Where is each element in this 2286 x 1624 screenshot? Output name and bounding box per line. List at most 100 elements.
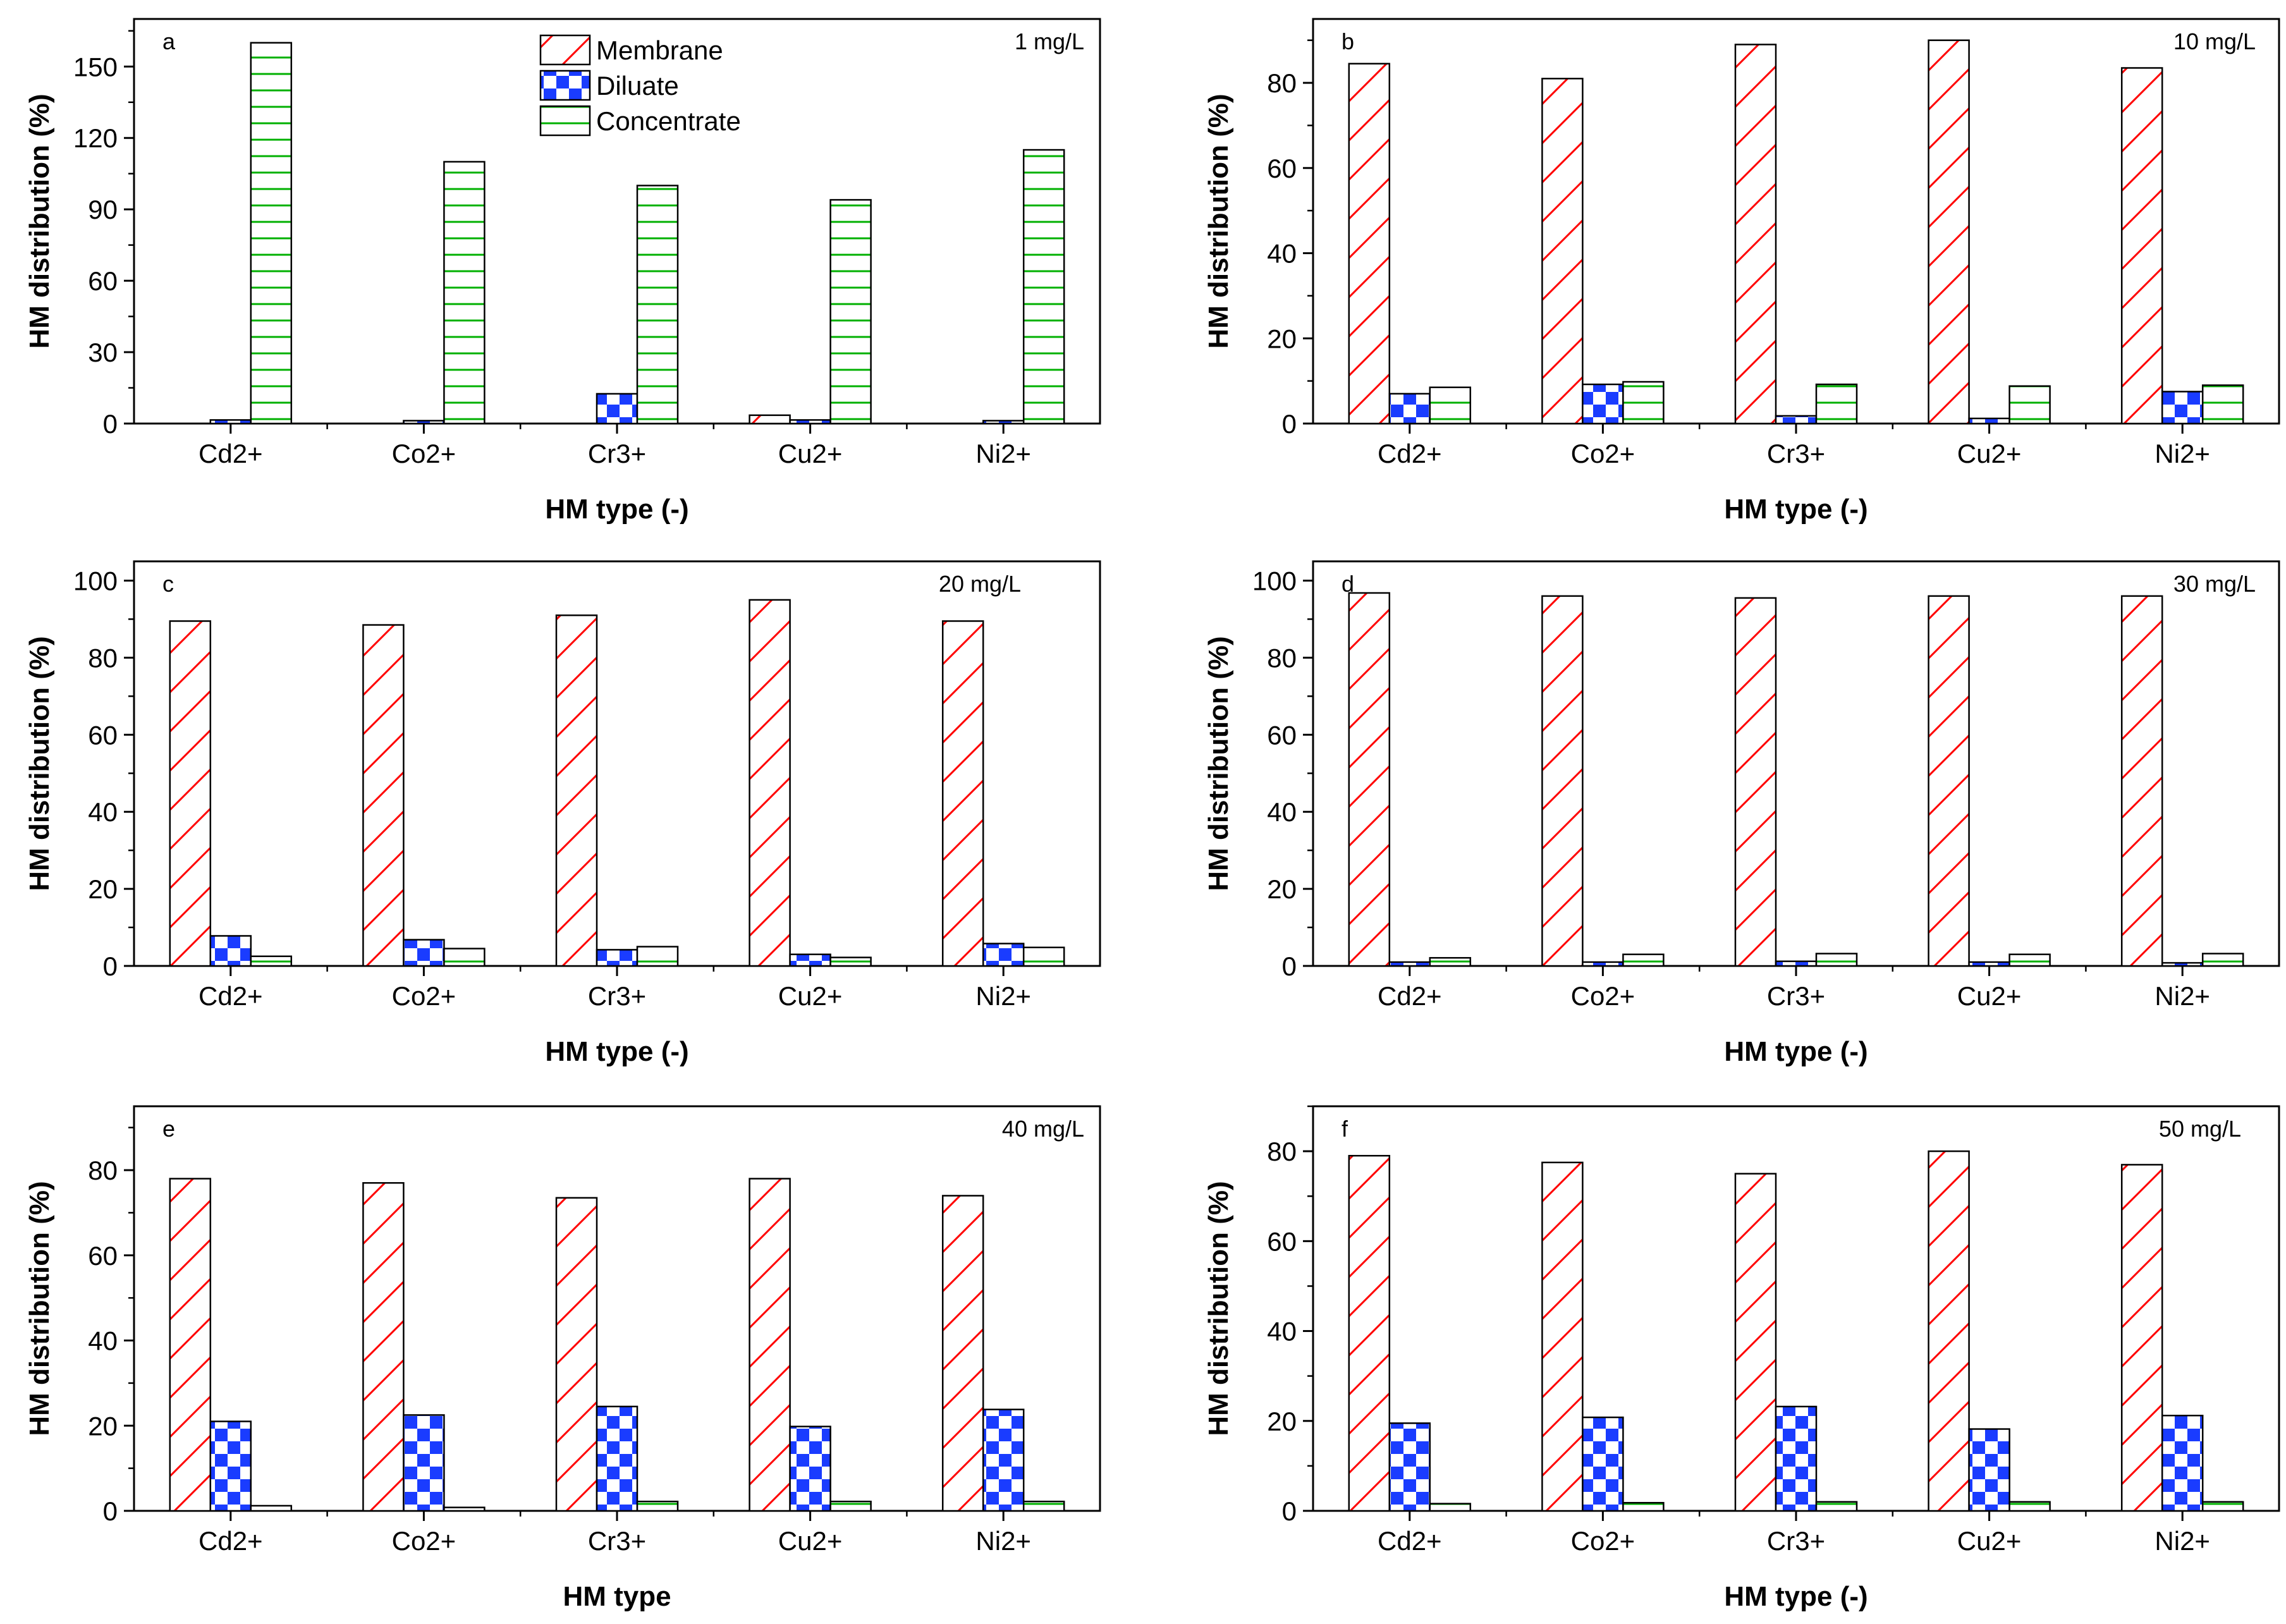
bar-diluate <box>2161 391 2204 425</box>
bar-concentrate <box>1622 1501 1665 1512</box>
bar-concentrate <box>443 948 486 967</box>
bar-concentrate <box>2008 385 2051 425</box>
chart-panel-b: 0 20 40 60 80 Cd2+ Co2+ Cr3+ Cu2+ Ni2+ HM type (-)… <box>1203 18 2280 525</box>
x-tick-label: Ni2+ <box>2155 981 2210 1011</box>
x-tick-label: Ni2+ <box>2155 439 2210 468</box>
bar-concentrate <box>1622 381 1665 425</box>
bar-diluate <box>1968 417 2010 425</box>
bar-membrane <box>555 1197 598 1512</box>
bar-diluate <box>596 1405 639 1512</box>
x-tick-label: Ni2+ <box>2155 1526 2210 1556</box>
chart-panel-a: 0 30 60 90 120 150 Cd2+ Co2+ Cr3+ Cu2+ Ni2+ HM type… <box>24 18 1101 525</box>
bar-membrane <box>1928 39 1970 425</box>
bar-diluate <box>789 419 831 425</box>
x-tick-label: Ni2+ <box>975 981 1031 1011</box>
x-tick-label: Co2+ <box>392 981 456 1011</box>
x-tick-label: Cr3+ <box>588 439 646 468</box>
bar-concentrate <box>443 1506 486 1512</box>
concentration-label: 40 mg/L <box>1002 1116 1084 1142</box>
bar-concentrate <box>443 161 486 425</box>
bar-membrane <box>1734 1173 1777 1512</box>
bar-concentrate <box>829 956 872 967</box>
y-axis-title: HM distribution (%) <box>1203 1181 1234 1436</box>
bar-diluate <box>2161 1414 2204 1512</box>
bar-concentrate <box>1022 1500 1065 1512</box>
bar-membrane <box>941 1195 984 1512</box>
bar-membrane <box>1541 78 1584 425</box>
y-tick-label: 40 <box>88 1326 118 1356</box>
bar-membrane <box>169 1178 212 1512</box>
panel-letter: e <box>162 1116 175 1142</box>
bar-diluate <box>596 393 639 425</box>
panels: 0 30 60 90 120 150 Cd2+ Co2+ Cr3+ Cu2+ Ni2+ HM type… <box>24 18 2280 1612</box>
bar-membrane <box>749 1178 791 1512</box>
bar-concentrate <box>1815 383 1858 425</box>
x-tick-label: Cu2+ <box>778 439 843 468</box>
x-axis-title: HM type (-) <box>1724 1581 1867 1612</box>
bar-diluate <box>1775 415 1818 425</box>
bar-diluate <box>2161 962 2204 967</box>
x-tick-label: Ni2+ <box>975 1526 1031 1556</box>
x-axis-title: HM type (-) <box>1724 494 1867 525</box>
y-tick-label: 100 <box>73 566 118 595</box>
y-tick-label: 80 <box>88 1156 118 1185</box>
bar-diluate <box>1968 961 2010 967</box>
bar-concentrate <box>2008 953 2051 967</box>
y-tick-label: 60 <box>88 266 118 296</box>
y-tick-label: 40 <box>1267 1317 1297 1346</box>
y-axis-title: HM distribution (%) <box>24 1181 55 1436</box>
bar-concentrate <box>1815 1501 1858 1512</box>
y-tick-label: 80 <box>88 643 118 673</box>
x-tick-label: Co2+ <box>1571 439 1635 468</box>
legend-swatch-diluate <box>539 70 591 101</box>
y-tick-label: 0 <box>103 951 118 981</box>
y-tick-label: 20 <box>1267 324 1297 353</box>
bar-diluate <box>209 1420 252 1512</box>
bar-membrane <box>749 414 791 425</box>
bar-concentrate <box>636 1500 679 1512</box>
bar-concentrate <box>250 1505 293 1512</box>
y-tick-label: 150 <box>73 52 118 82</box>
x-tick-label: Cr3+ <box>1767 439 1825 468</box>
bar-concentrate <box>829 1500 872 1512</box>
concentration-label: 50 mg/L <box>2159 1116 2241 1142</box>
bar-diluate <box>403 939 445 967</box>
bar-diluate <box>1582 383 1624 425</box>
x-axis-title: HM type (-) <box>545 1036 688 1067</box>
y-tick-label: 80 <box>1267 68 1297 98</box>
x-tick-label: Ni2+ <box>975 439 1031 468</box>
bar-concentrate <box>2201 953 2244 967</box>
legend-swatch-membrane <box>539 34 591 66</box>
bar-diluate <box>982 420 1025 425</box>
bar-membrane <box>1348 1154 1391 1512</box>
x-tick-label: Cu2+ <box>778 1526 843 1556</box>
y-tick-label: 0 <box>1282 1496 1297 1526</box>
x-tick-label: Co2+ <box>392 1526 456 1556</box>
bar-concentrate <box>1622 953 1665 967</box>
x-tick-label: Cu2+ <box>778 981 843 1011</box>
concentration-label: 1 mg/L <box>1015 28 1084 54</box>
legend-label-diluate: Diluate <box>596 71 679 101</box>
x-tick-label: Cd2+ <box>1378 439 1442 468</box>
bar-concentrate <box>250 42 293 425</box>
bar-membrane <box>169 620 212 967</box>
bar-diluate <box>1775 960 1818 967</box>
bar-diluate <box>1968 1428 2010 1512</box>
bar-diluate <box>789 1426 831 1512</box>
y-tick-label: 0 <box>103 1496 118 1526</box>
y-tick-label: 20 <box>88 1411 118 1441</box>
concentration-label: 20 mg/L <box>939 571 1021 597</box>
y-tick-label: 60 <box>1267 720 1297 750</box>
bar-membrane <box>2120 67 2163 425</box>
bar-concentrate <box>1022 149 1065 425</box>
x-tick-label: Cd2+ <box>199 981 263 1011</box>
x-tick-label: Cr3+ <box>1767 1526 1825 1556</box>
x-tick-label: Cu2+ <box>1957 981 2022 1011</box>
legend: Membrane Diluate Concentrate <box>539 34 741 137</box>
bar-membrane <box>1734 597 1777 967</box>
chart-panel-f: 0 20 40 60 80 Cd2+ Co2+ Cr3+ Cu2+ Ni2+ HM type (-)… <box>1203 1105 2280 1612</box>
bar-membrane <box>362 1182 405 1512</box>
bar-membrane <box>2120 595 2163 967</box>
bar-diluate <box>1388 393 1431 425</box>
